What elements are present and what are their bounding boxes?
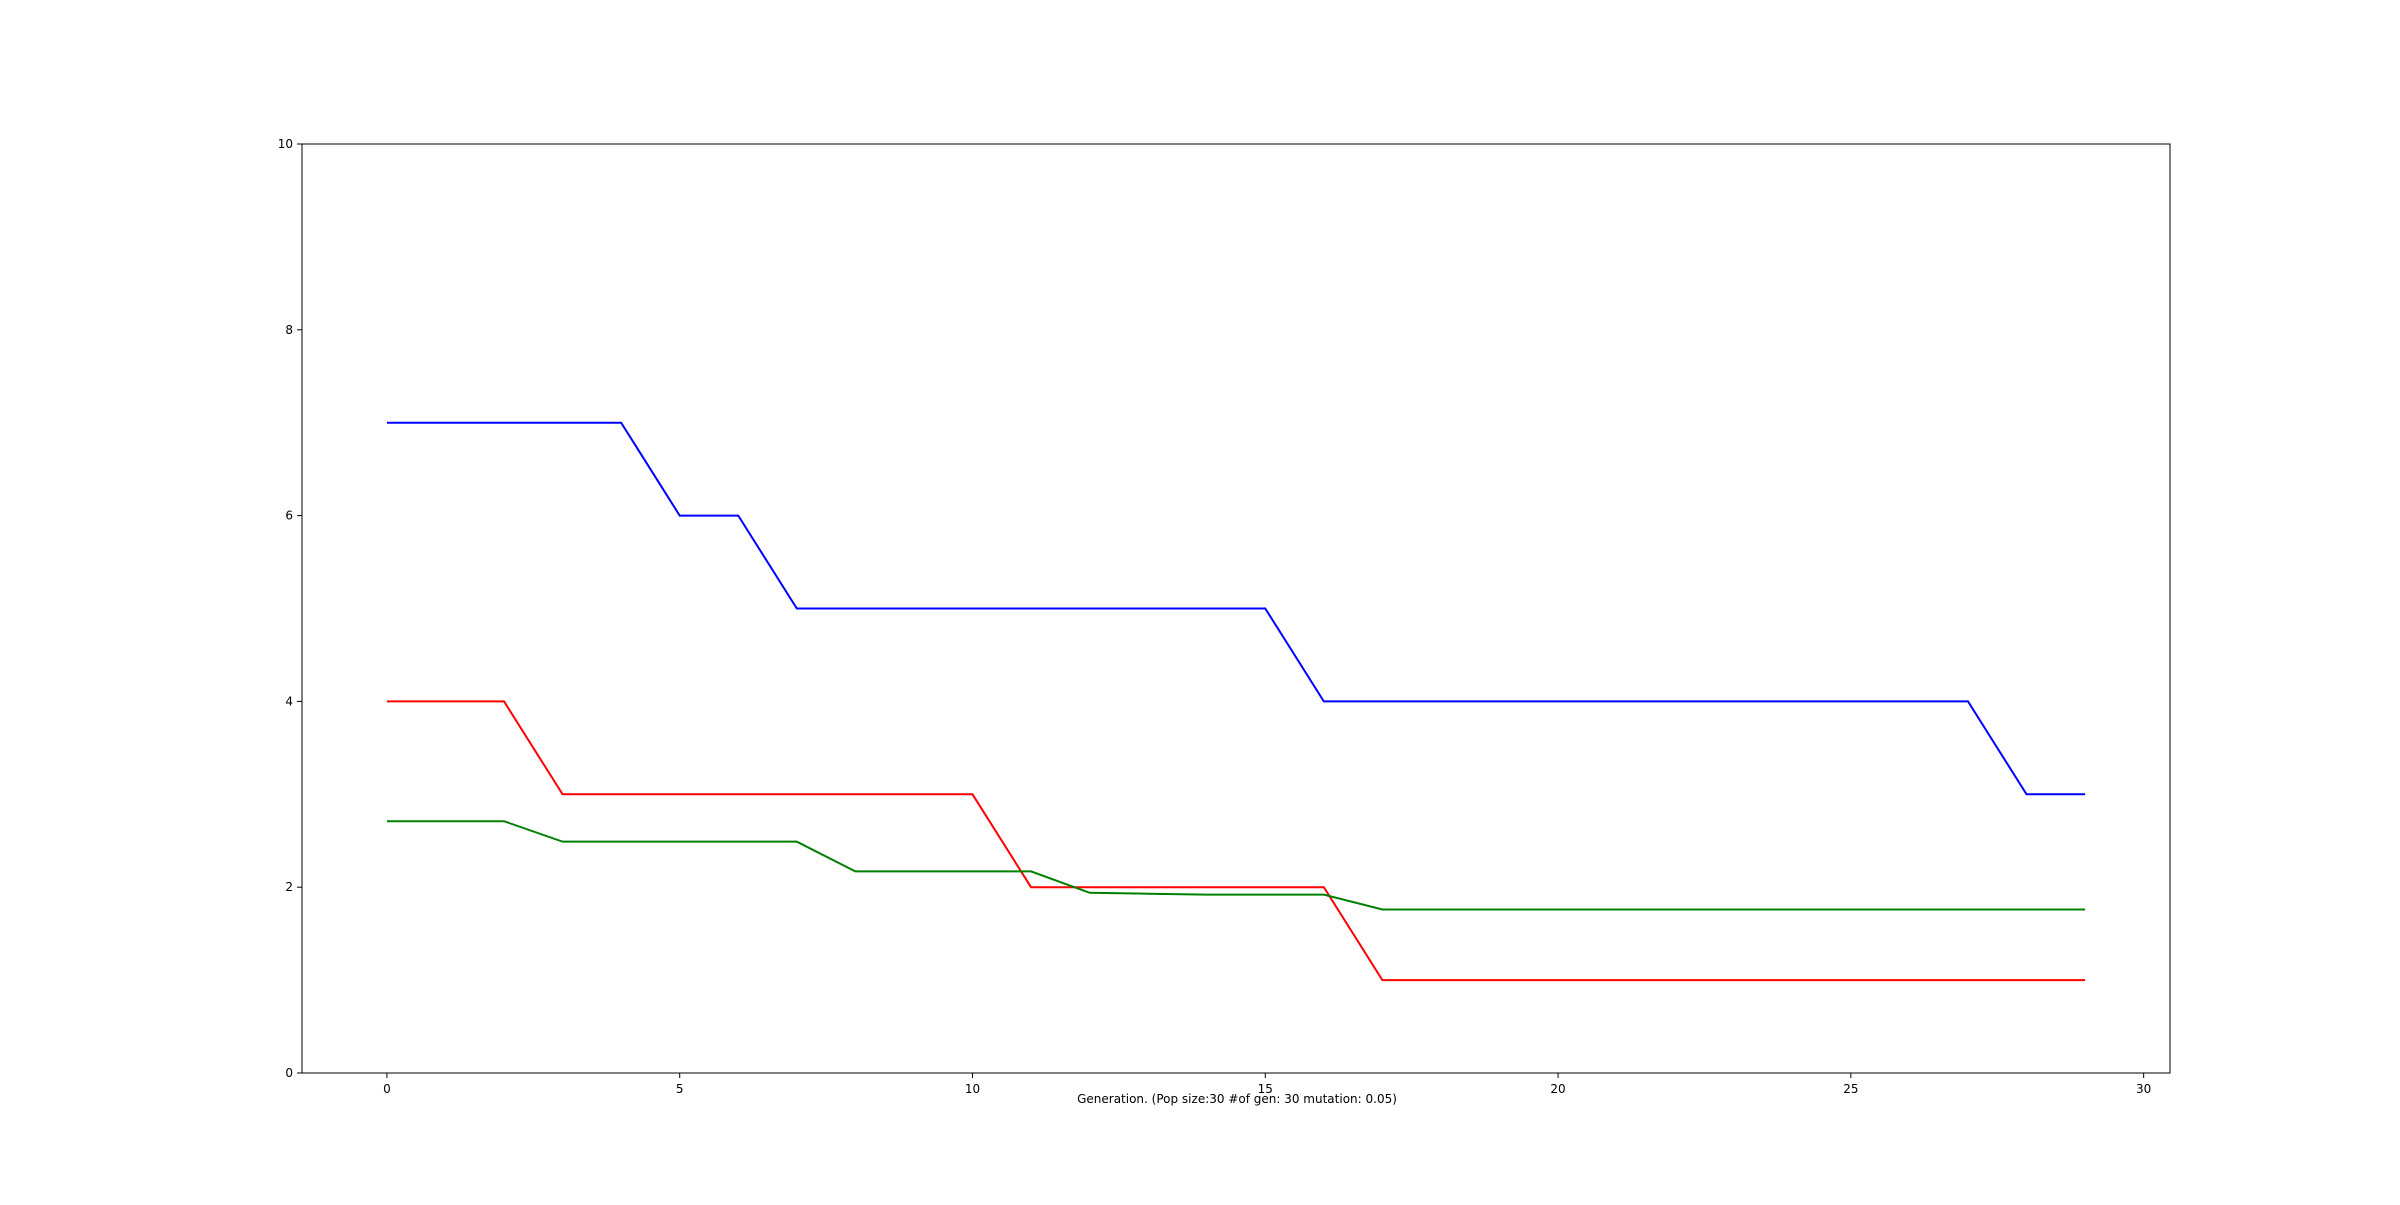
x-tick-label: 15: [1258, 1082, 1273, 1096]
ticks-layer: 0 5 10 15 20 25 30 0 2 4 6 8 10: [278, 137, 2152, 1096]
x-tick-label: 30: [2136, 1082, 2151, 1096]
x-tick-label: 25: [1843, 1082, 1858, 1096]
x-tick-label: 10: [965, 1082, 980, 1096]
y-tick-label: 4: [285, 694, 293, 708]
y-tick-label: 2: [285, 880, 293, 894]
plot-frame: [301, 143, 2171, 1074]
x-tick-label: 20: [1550, 1082, 1565, 1096]
x-tick-label: 5: [676, 1082, 684, 1096]
series-line-2: [386, 700, 2086, 982]
x-axis-label: Generation. (Pop size:30 #of gen: 30 mut…: [1077, 1092, 1397, 1106]
series-line-1: [386, 421, 2086, 796]
x-tick-label: 0: [383, 1082, 391, 1096]
series-line-3: [386, 820, 2086, 911]
y-tick-label: 6: [285, 509, 293, 523]
series-layer: [386, 421, 2086, 982]
y-tick-label: 10: [278, 137, 293, 151]
y-tick-label: 0: [285, 1066, 293, 1080]
y-tick-label: 8: [285, 323, 293, 337]
